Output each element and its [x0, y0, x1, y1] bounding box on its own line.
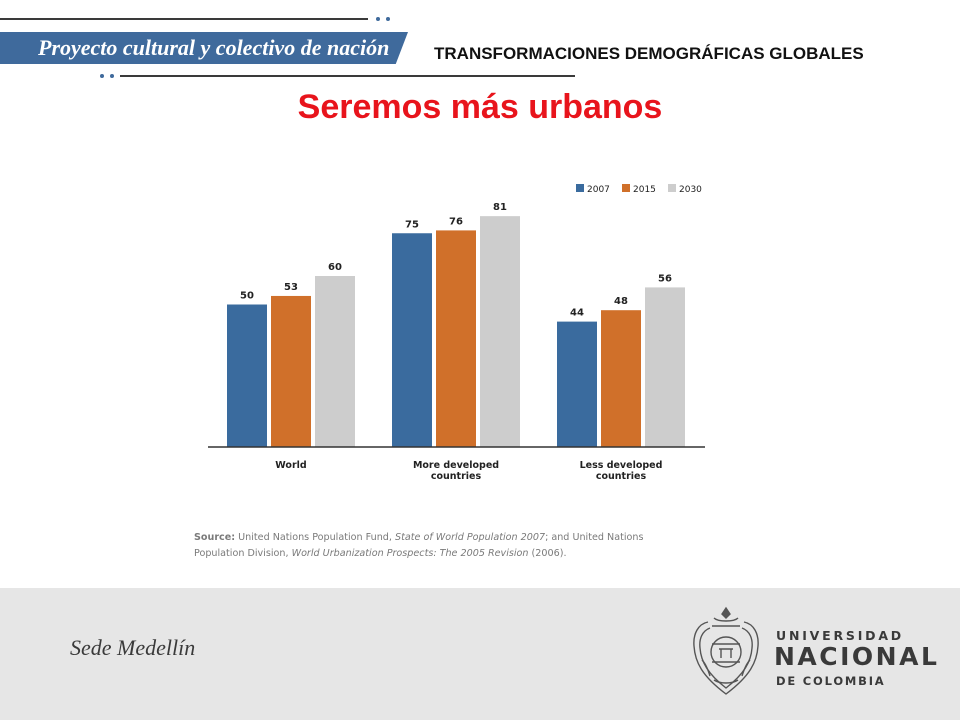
source-text: Population Division,	[194, 548, 292, 559]
bar-2007	[227, 304, 267, 447]
bar-2015	[436, 230, 476, 447]
bar-2030	[315, 276, 355, 447]
source-note: Source: United Nations Population Fund, …	[194, 530, 674, 562]
data-label: 48	[614, 296, 628, 307]
footer	[0, 588, 960, 720]
section-title: TRANSFORMACIONES DEMOGRÁFICAS GLOBALES	[434, 44, 864, 63]
source-label: Source:	[194, 532, 236, 543]
university-name-line3: DE COLOMBIA	[776, 674, 886, 688]
bar-2030	[645, 287, 685, 447]
decorative-dot	[376, 17, 380, 21]
banner-text: Proyecto cultural y colectivo de nación	[38, 35, 390, 60]
category-label: More developed	[413, 460, 499, 471]
decorative-dot	[100, 74, 104, 78]
bar-2015	[601, 310, 641, 447]
legend-swatch-2030	[668, 184, 676, 192]
campus-name: Sede Medellín	[70, 635, 196, 660]
source-publication: State of World Population 2007	[395, 532, 546, 543]
category-label: countries	[596, 471, 647, 482]
category-label: countries	[431, 471, 482, 482]
category-label: Less developed	[580, 460, 663, 471]
decorative-dot	[386, 17, 390, 21]
project-banner	[0, 32, 408, 64]
data-label: 75	[405, 219, 419, 230]
university-name-line1: UNIVERSIDAD	[776, 628, 904, 643]
header-top-rule	[0, 18, 368, 20]
bar-2007	[392, 233, 432, 447]
decorative-dot	[110, 74, 114, 78]
source-text: ; and United Nations	[545, 532, 644, 543]
source-publication: World Urbanization Prospects: The 2005 R…	[291, 548, 529, 559]
data-label: 81	[493, 202, 507, 213]
header-bottom-rule	[120, 75, 575, 77]
legend-label: 2030	[679, 185, 702, 195]
bar-2007	[557, 321, 597, 447]
data-label: 44	[570, 308, 584, 319]
university-name-line2: NACIONAL	[774, 642, 940, 671]
legend-label: 2015	[633, 185, 656, 195]
legend-label: 2007	[587, 185, 610, 195]
page-title: Seremos más urbanos	[297, 88, 663, 126]
legend-swatch-2015	[622, 184, 630, 192]
bar-2030	[480, 216, 520, 447]
data-label: 76	[449, 216, 463, 227]
legend-swatch-2007	[576, 184, 584, 192]
university-seal-icon	[693, 606, 759, 695]
data-label: 50	[240, 291, 254, 302]
data-label: 56	[658, 273, 672, 284]
data-label: 53	[284, 282, 298, 293]
data-label: 60	[328, 262, 342, 273]
source-text: United Nations Population Fund,	[235, 532, 395, 543]
source-text: (2006).	[528, 548, 567, 559]
category-label: World	[275, 460, 306, 471]
bar-2015	[271, 295, 311, 447]
